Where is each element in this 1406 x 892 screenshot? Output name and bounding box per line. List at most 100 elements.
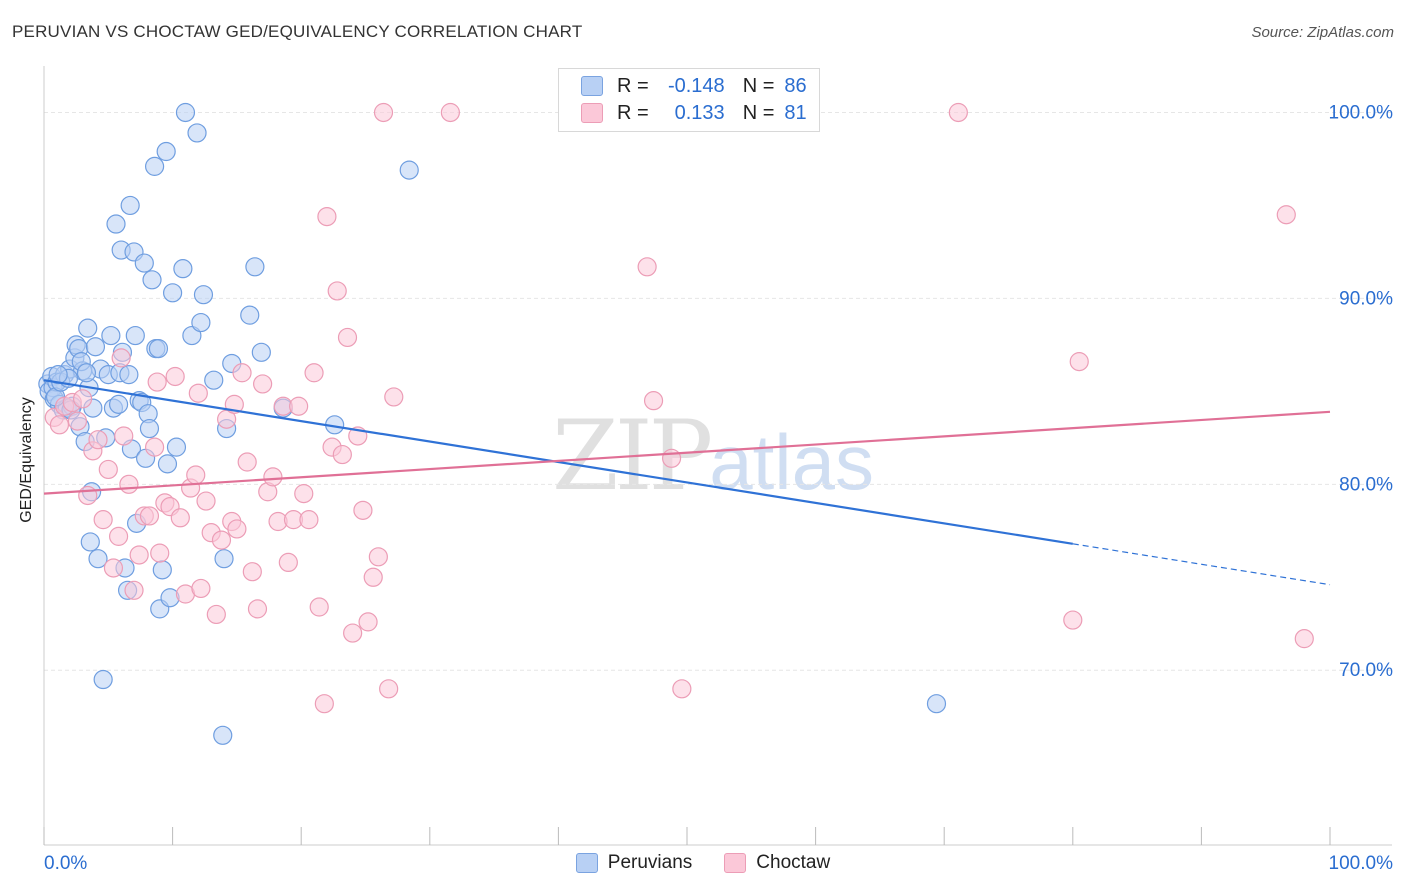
choctaw-point (289, 396, 309, 416)
peruvian-point (175, 102, 196, 123)
legend-item-choctaw[interactable]: Choctaw (724, 852, 830, 874)
choctaw-point (111, 348, 131, 368)
peruvian-point (152, 560, 172, 580)
choctaw-point (263, 467, 283, 487)
choctaw-point (103, 558, 124, 578)
choctaw-point (253, 374, 273, 394)
choctaw-point (317, 206, 337, 227)
peruvian-point (106, 214, 126, 234)
choctaw-point (139, 506, 160, 526)
choctaw-point (165, 366, 185, 387)
choctaw-point (114, 426, 134, 446)
y-tick-label: 100.0% (1329, 102, 1394, 123)
peruvian-point (156, 141, 176, 162)
peruvian-point (125, 325, 145, 346)
series-legend: Peruvians Choctaw (0, 852, 1406, 874)
choctaw-point (78, 485, 98, 506)
choctaw-point (643, 391, 664, 411)
peruvian-point (139, 418, 160, 439)
choctaw-point (150, 543, 170, 563)
choctaw-point (186, 465, 206, 485)
choctaw-point (119, 474, 139, 494)
choctaw-point (206, 604, 226, 625)
peruvian-point (48, 365, 68, 385)
choctaw-point (93, 510, 113, 530)
peruvian-point (926, 694, 947, 714)
choctaw-point (247, 599, 268, 619)
r-label: R = (617, 74, 649, 97)
x-tick-label: 100.0% (1329, 853, 1394, 874)
peruvian-point (101, 325, 121, 346)
choctaw-point (294, 484, 314, 504)
choctaw-point (440, 102, 460, 123)
choctaw-point (49, 415, 70, 435)
choctaw-point (327, 281, 347, 301)
x-tick-label: 0.0% (44, 853, 87, 874)
peruvians-trend-line (43, 379, 1073, 545)
peruvian-point (191, 312, 211, 333)
choctaw-point (384, 387, 404, 407)
peruvian-point (163, 283, 183, 303)
choctaw-point (353, 500, 373, 520)
peruvian-point (245, 257, 265, 277)
choctaw-point (188, 383, 208, 403)
n-value: 81 (784, 101, 807, 124)
chart-title: PERUVIAN VS CHOCTAW GED/EQUIVALENCY CORR… (12, 22, 583, 41)
peruvians-trend-extension (1072, 543, 1331, 586)
choctaw-point (211, 530, 232, 550)
choctaw-point (379, 679, 399, 699)
choctaw-point (108, 526, 129, 546)
r-label: R = (617, 101, 649, 124)
peruvians-swatch (581, 76, 603, 96)
choctaw-point (332, 444, 352, 465)
choctaw-point (948, 102, 968, 123)
choctaw-trend-line (43, 410, 1331, 495)
choctaw-point (358, 612, 378, 632)
choctaw-point (237, 452, 257, 472)
peruvian-point (182, 325, 202, 346)
peruvians-swatch (575, 853, 598, 873)
legend-row-peruvians: R = -0.148 N = 86 (581, 73, 807, 99)
choctaw-point (232, 363, 252, 383)
choctaw-point (672, 679, 692, 699)
peruvian-point (193, 285, 214, 305)
r-value: -0.148 (667, 74, 725, 97)
choctaw-point (373, 102, 394, 123)
peruvian-point (240, 305, 260, 325)
legend-label-choctaw: Choctaw (756, 852, 831, 873)
legend-row-choctaw: R = 0.133 N = 81 (581, 100, 807, 126)
choctaw-point (343, 623, 363, 643)
peruvian-point (251, 342, 271, 362)
peruvian-point (187, 123, 207, 143)
choctaw-point (1276, 205, 1296, 225)
choctaw-point (309, 597, 329, 617)
peruvian-point (120, 195, 140, 216)
choctaw-point (144, 437, 165, 457)
choctaw-point (242, 562, 262, 582)
source-note: Source: ZipAtlas.com (1251, 24, 1394, 41)
y-tick-label: 90.0% (1339, 288, 1393, 309)
peruvian-point (76, 363, 97, 383)
choctaw-point (363, 567, 383, 587)
choctaw-point (1069, 352, 1089, 372)
choctaw-swatch (581, 103, 603, 123)
choctaw-point (304, 363, 324, 383)
choctaw-point (98, 459, 118, 480)
peruvian-point (166, 437, 187, 457)
legend-item-peruvians[interactable]: Peruvians (575, 852, 693, 874)
choctaw-point (129, 545, 149, 565)
choctaw-point (227, 519, 247, 539)
peruvian-point (214, 549, 234, 569)
peruvian-point (157, 454, 178, 474)
choctaw-point (88, 430, 108, 450)
peruvian-point (108, 394, 129, 414)
peruvian-point (144, 156, 165, 176)
peruvian-point (88, 549, 108, 569)
peruvian-point (173, 259, 193, 279)
peruvian-point (399, 160, 419, 180)
legend-label-peruvians: Peruvians (607, 852, 693, 873)
choctaw-point (278, 552, 298, 573)
choctaw-point (124, 580, 144, 600)
choctaw-point (147, 372, 167, 392)
